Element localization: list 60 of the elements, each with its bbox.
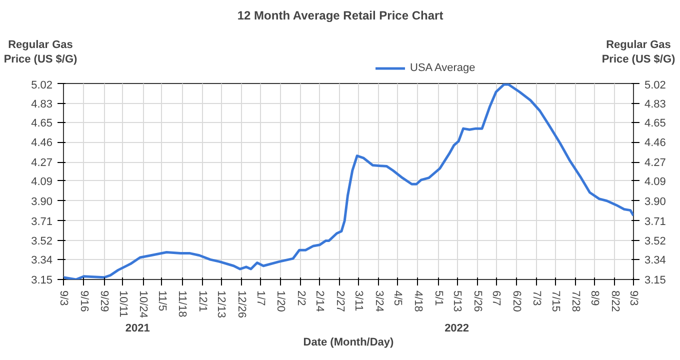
x-tick-label: 10/24	[137, 290, 150, 318]
y2-tick-label: 3.90	[644, 196, 666, 208]
x-tick-label: 6/20	[510, 290, 522, 312]
y-tick-label: 3.52	[31, 236, 53, 248]
x-tick-label: 8/9	[588, 290, 600, 306]
text: 2021	[125, 322, 150, 334]
x-tick-label: 9/3	[58, 290, 70, 306]
y-tick-label: 4.46	[31, 137, 53, 150]
x-tick-label: 2/2	[294, 290, 307, 306]
x-tick-label: 9/3	[628, 290, 640, 306]
y2-tick-label: 3.52	[644, 236, 666, 248]
y2-axis-title: Regular Gas Price (US $/G)	[602, 39, 676, 66]
y-tick-label: 4.83	[31, 98, 53, 110]
x-tick-label: 5/1	[432, 290, 444, 306]
x-tick-label: 1/20	[274, 290, 287, 312]
x-tick-label: 4/18	[412, 290, 424, 312]
x-tick-label: 6/7	[490, 290, 502, 306]
y2-tick-label: 5.02	[644, 80, 666, 92]
y2-tick-label: 3.71	[644, 216, 666, 228]
x-tick-label: 8/22	[608, 290, 621, 312]
y2-tick-label: 4.83	[644, 98, 666, 110]
x-tick-label: 1/7	[254, 290, 266, 306]
y-tick-label: 5.02	[31, 80, 53, 92]
x-tick-label: 4/5	[392, 290, 404, 306]
x-axis-title: Date (Month/Day)	[303, 336, 394, 348]
chart-title: 12 Month Average Retail Price Chart	[237, 8, 444, 22]
x-tick-label: 9/16	[78, 290, 90, 312]
x-tick-label: 5/13	[451, 290, 464, 312]
y-tick-label: 3.71	[31, 216, 53, 228]
y2-tick-label: 3.15	[644, 274, 666, 286]
y-tick-label: 4.09	[31, 176, 53, 188]
x-tick-label: 12/13	[215, 290, 228, 318]
x-tick-label: 5/26	[471, 290, 484, 312]
line-series	[64, 84, 634, 280]
y2-tick-label: 4.65	[644, 117, 666, 130]
x-tick-label: 11/18	[176, 290, 188, 318]
text: 2022	[444, 322, 470, 334]
legend-label: USA Average	[410, 62, 476, 74]
x-tick-label: 7/28	[570, 290, 582, 312]
x-tick-label: 12/26	[236, 290, 248, 318]
x-tick-label: 3/11	[352, 290, 365, 312]
x-tick-label: 11/5	[156, 290, 168, 312]
x-tick-label: 7/3	[530, 290, 543, 306]
y2-tick-label: 4.46	[644, 137, 666, 150]
y-tick-label: 3.90	[31, 196, 53, 208]
y2-tick-label: 3.34	[644, 254, 666, 267]
y-tick-label: 3.34	[31, 254, 53, 267]
x-tick-label: 2/14	[314, 290, 326, 312]
x-tick-label: 9/29	[98, 290, 110, 312]
y-tick-label: 4.65	[31, 117, 53, 130]
x-tick-label: 10/11	[116, 290, 129, 318]
y2-tick-label: 4.09	[644, 176, 666, 188]
x-tick-label: 12/1	[196, 290, 208, 312]
x-tick-label: 3/24	[372, 290, 385, 312]
y2-tick-label: 4.27	[644, 157, 666, 170]
y-axis-title: Regular Gas Price (US $/G)	[4, 39, 78, 66]
x-tick-label: 7/15	[549, 290, 562, 312]
y-tick-label: 3.15	[31, 274, 53, 286]
x-tick-label: 2/27	[334, 290, 346, 312]
y-tick-label: 4.27	[31, 157, 53, 170]
